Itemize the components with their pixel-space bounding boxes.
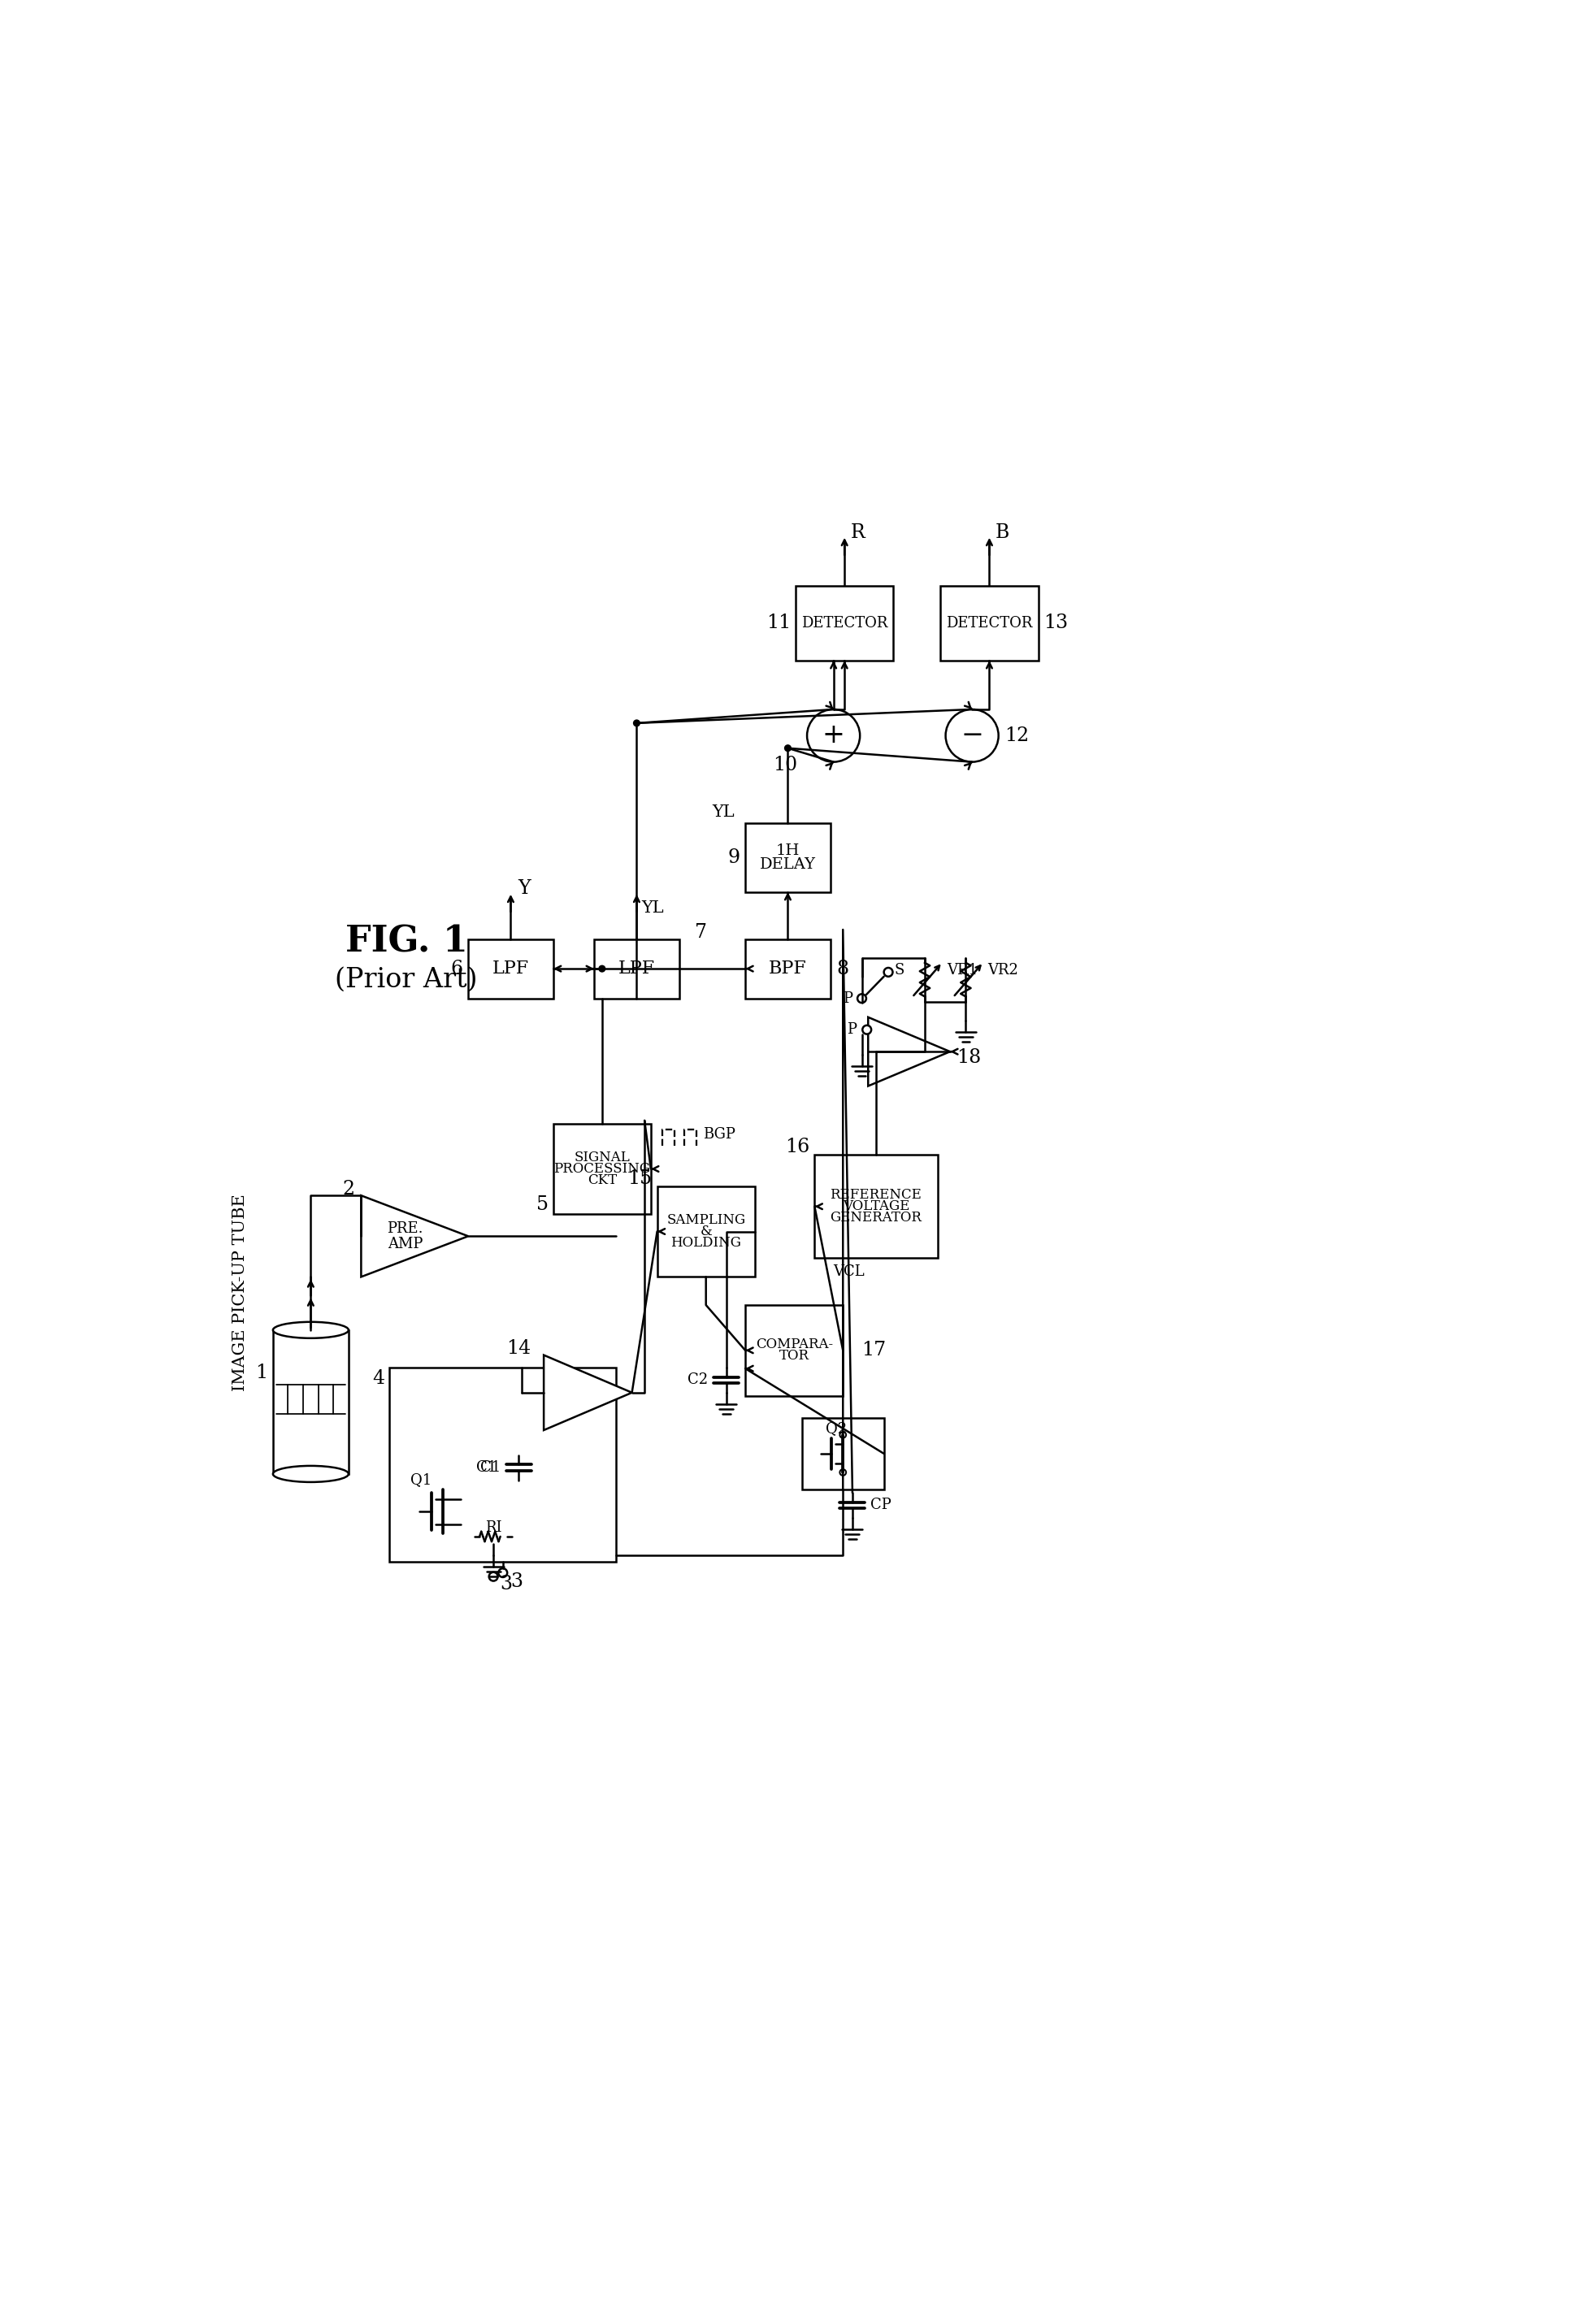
Polygon shape (362, 1195, 469, 1276)
Text: R: R (851, 523, 865, 541)
Circle shape (807, 709, 861, 762)
Bar (390, 1367, 616, 1562)
Circle shape (946, 709, 998, 762)
Bar (796, 586, 894, 660)
Text: DETECTOR: DETECTOR (801, 616, 887, 630)
Text: 15: 15 (627, 1169, 652, 1188)
Text: GENERATOR: GENERATOR (831, 1211, 922, 1225)
Text: +: + (823, 723, 845, 748)
Text: Q1: Q1 (411, 1473, 431, 1487)
Text: 7: 7 (695, 923, 707, 941)
Bar (941, 586, 1037, 660)
Text: LPF: LPF (493, 960, 529, 978)
Ellipse shape (273, 1466, 349, 1483)
Text: DELAY: DELAY (759, 858, 816, 872)
Bar (745, 1306, 843, 1397)
Polygon shape (543, 1355, 632, 1429)
Text: PRE.: PRE. (387, 1222, 423, 1236)
Text: FIG. 1: FIG. 1 (346, 925, 467, 960)
Text: 14: 14 (507, 1339, 531, 1357)
Text: VCL: VCL (834, 1264, 865, 1278)
Ellipse shape (273, 1322, 349, 1339)
Circle shape (857, 995, 867, 1004)
Bar (553, 1122, 651, 1215)
Circle shape (840, 1469, 846, 1476)
Text: COMPARA-: COMPARA- (755, 1339, 832, 1353)
Text: RI: RI (485, 1520, 502, 1536)
Text: C1: C1 (475, 1459, 496, 1476)
Text: &: & (699, 1225, 712, 1239)
Text: 18: 18 (957, 1048, 981, 1067)
Text: VOLTAGE: VOLTAGE (843, 1199, 910, 1213)
Bar (594, 939, 679, 999)
Text: B: B (996, 523, 1011, 541)
Text: REFERENCE: REFERENCE (831, 1188, 922, 1202)
Text: 13: 13 (1044, 614, 1067, 632)
Text: LPF: LPF (619, 960, 655, 978)
Text: TOR: TOR (778, 1350, 808, 1362)
Text: Q2: Q2 (826, 1422, 848, 1436)
Text: 8: 8 (837, 960, 850, 978)
Circle shape (598, 964, 605, 971)
Text: YL: YL (641, 899, 665, 916)
Bar (469, 939, 553, 999)
Bar (273, 1329, 349, 1473)
Circle shape (633, 720, 639, 725)
Polygon shape (868, 1018, 951, 1085)
Text: 6: 6 (452, 960, 463, 978)
Text: C2: C2 (687, 1373, 707, 1387)
Text: IMAGE PICK-UP TUBE: IMAGE PICK-UP TUBE (232, 1195, 248, 1392)
Text: 10: 10 (774, 755, 797, 774)
Text: 1: 1 (256, 1364, 268, 1383)
Text: VR1: VR1 (947, 962, 977, 978)
Text: SIGNAL: SIGNAL (575, 1150, 630, 1164)
Text: 3: 3 (499, 1576, 512, 1594)
Text: AMP: AMP (387, 1236, 423, 1250)
Text: VR2: VR2 (988, 962, 1018, 978)
Text: 3: 3 (510, 1573, 523, 1592)
Text: S: S (895, 962, 905, 978)
Circle shape (884, 967, 892, 976)
Text: 12: 12 (1004, 727, 1030, 746)
Text: (Prior Art): (Prior Art) (335, 967, 477, 992)
Circle shape (840, 1432, 846, 1439)
Bar (815, 1155, 938, 1257)
Bar (745, 939, 831, 999)
Text: CP: CP (870, 1499, 891, 1513)
Text: 16: 16 (785, 1139, 810, 1157)
Text: 17: 17 (862, 1341, 886, 1360)
Text: HOLDING: HOLDING (671, 1236, 741, 1250)
Bar (802, 1418, 884, 1490)
Text: P: P (843, 990, 853, 1006)
Text: −: − (960, 723, 984, 748)
Bar (745, 823, 831, 892)
Text: DETECTOR: DETECTOR (946, 616, 1033, 630)
Text: SAMPLING: SAMPLING (666, 1213, 745, 1227)
Text: PROCESSING: PROCESSING (554, 1162, 651, 1176)
Text: 1H: 1H (775, 844, 799, 858)
Text: YL: YL (712, 804, 734, 820)
Text: 2: 2 (343, 1181, 355, 1199)
Circle shape (862, 1025, 872, 1034)
Text: C1: C1 (480, 1459, 501, 1476)
Text: 5: 5 (535, 1195, 548, 1213)
Bar (657, 1185, 755, 1276)
Circle shape (489, 1573, 497, 1580)
Text: BPF: BPF (769, 960, 807, 978)
Text: CKT: CKT (587, 1174, 617, 1188)
Text: 9: 9 (728, 848, 741, 867)
Text: Y: Y (518, 878, 531, 899)
Text: 4: 4 (373, 1369, 384, 1387)
Text: BGP: BGP (703, 1127, 736, 1141)
Text: P: P (846, 1023, 857, 1037)
Circle shape (785, 746, 791, 751)
Text: 11: 11 (766, 614, 791, 632)
Circle shape (499, 1569, 507, 1578)
